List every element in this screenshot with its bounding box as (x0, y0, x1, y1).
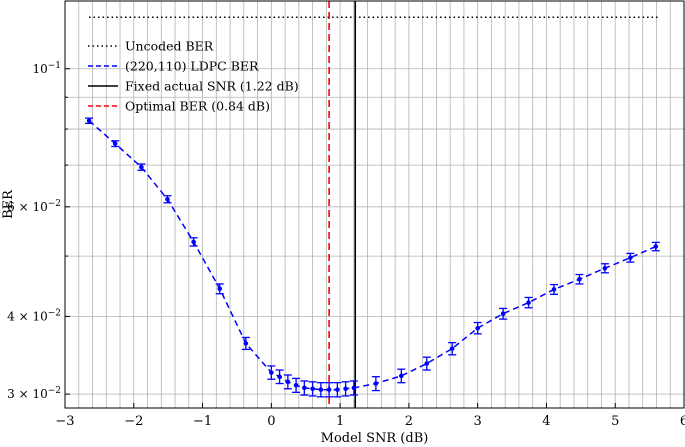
data-point (343, 386, 348, 392)
data-point (269, 370, 274, 375)
data-point (277, 374, 282, 379)
data-point (86, 118, 92, 124)
data-point (628, 255, 633, 261)
x-tick-label: 6 (680, 414, 685, 429)
reference-lines (89, 1, 660, 408)
ldpc-series (85, 117, 660, 398)
x-tick-label: −1 (193, 414, 212, 429)
data-point (653, 244, 659, 249)
data-point (293, 382, 299, 388)
axis-ticks: −3 −2 −1 0 1 2 3 4 5 6 3 × 10−2 4 × 10−2 6 × 10−2 10−… (7, 61, 685, 429)
y-tick-label: 10−1 (32, 61, 61, 76)
data-point (302, 385, 307, 391)
data-point (243, 341, 249, 346)
y-tick-exponent: −2 (48, 308, 61, 318)
data-point (475, 325, 480, 331)
data-point (500, 311, 506, 317)
ldpc-ber-line (88, 120, 657, 391)
x-tick-label: 2 (405, 414, 413, 429)
data-point (373, 381, 379, 386)
data-point (310, 386, 315, 392)
data-point (318, 387, 324, 392)
legend: Uncoded BER (220,110) LDPC BER Fixed actua… (88, 39, 299, 114)
y-tick-exponent: −1 (48, 61, 61, 71)
x-tick-label: 0 (267, 414, 275, 429)
data-point (526, 300, 531, 305)
x-tick-label: −2 (124, 414, 143, 429)
x-axis-label: Model SNR (dB) (321, 431, 429, 446)
x-tick-label: 3 (474, 414, 482, 429)
data-point (112, 141, 118, 146)
data-point (285, 379, 291, 385)
data-point (326, 387, 332, 392)
data-point (165, 196, 170, 202)
data-point (577, 276, 582, 282)
data-point (399, 373, 404, 379)
data-point (551, 287, 557, 292)
x-tick-label: 4 (542, 414, 550, 429)
legend-label: Optimal BER (0.84 dB) (125, 99, 270, 114)
data-point (217, 286, 223, 292)
y-tick-exponent: −2 (48, 386, 61, 396)
data-point (335, 387, 340, 392)
y-tick-label: 4 × 10−2 (7, 308, 61, 323)
data-point (139, 164, 144, 170)
legend-label: Fixed actual SNR (1.22 dB) (125, 79, 299, 94)
data-point (449, 346, 455, 351)
y-tick-exponent: −2 (48, 199, 61, 209)
x-tick-label: −3 (55, 414, 74, 429)
data-point (602, 265, 608, 271)
plot-frame (64, 0, 685, 409)
data-point (424, 361, 430, 366)
x-tick-label: 1 (336, 414, 344, 429)
y-axis-label: BER (1, 189, 16, 219)
data-point (351, 385, 357, 391)
x-tick-label: 5 (611, 414, 619, 429)
legend-label: Uncoded BER (125, 39, 214, 54)
data-point (191, 239, 196, 245)
y-tick-label: 3 × 10−2 (7, 386, 61, 401)
y-tick-label: 6 × 10−2 (7, 199, 61, 214)
legend-label: (220,110) LDPC BER (125, 59, 259, 74)
